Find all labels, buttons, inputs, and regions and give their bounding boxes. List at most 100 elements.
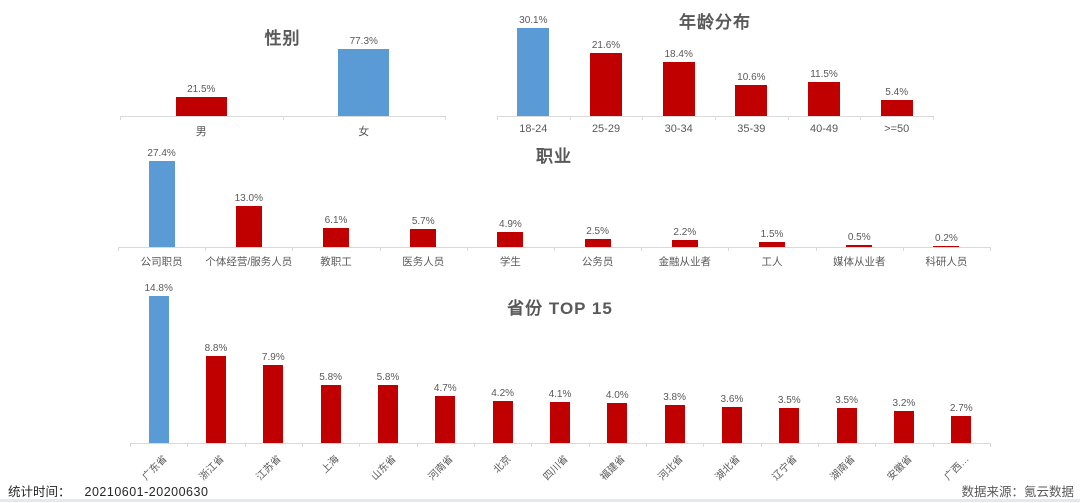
category-label: 江苏省 — [254, 453, 284, 483]
bar — [492, 401, 513, 443]
bar — [235, 206, 262, 247]
category-label: 公务员 — [581, 256, 614, 268]
gender-chart: 性别 21.5% 77.3% 男女 — [120, 0, 446, 150]
bar — [148, 296, 169, 443]
value-label: 3.5% — [835, 395, 858, 407]
occupation-category-axis: 公司职员 个体经营/服务人员 教职工 医务人员 学生 公务员 金融从业者 工人 媒体从业者 科研人… — [118, 249, 990, 269]
bar — [338, 49, 390, 116]
category-label: 湖北省 — [713, 453, 743, 483]
bar — [662, 62, 695, 116]
value-label: 18.4% — [664, 49, 693, 61]
value-label: 6.1% — [324, 214, 348, 226]
bar-column: 4.2% — [474, 283, 533, 447]
province-plot-area: 14.8% 8.8% 7.9% 5.8% 5.8% 4.7% 4.2% 4.1% 4.0% 3.8… — [130, 283, 992, 447]
value-label: 3.8% — [663, 392, 687, 404]
data-source: 数据来源：氪云数据 — [961, 481, 1074, 500]
bar-column: 0.2% — [903, 147, 992, 251]
category-label: 安徽省 — [885, 453, 915, 483]
bar — [779, 408, 800, 443]
category-label: 河北省 — [656, 453, 686, 483]
bar — [590, 52, 622, 116]
value-label: 4.9% — [499, 218, 522, 230]
value-label: 4.7% — [433, 383, 457, 395]
bar — [435, 396, 456, 443]
category-label: 河南省 — [426, 453, 456, 483]
value-label: 1.5% — [760, 229, 784, 241]
bar — [721, 407, 742, 443]
bar — [584, 239, 611, 247]
bar — [410, 229, 437, 247]
category-label: 18-24 — [519, 123, 548, 135]
category-label: 山东省 — [369, 453, 399, 483]
bar-column: 21.5% — [120, 32, 283, 120]
bar-column: 4.0% — [589, 283, 648, 447]
value-label: 8.8% — [204, 342, 228, 354]
bar — [893, 411, 914, 443]
bar-column: 2.2% — [641, 147, 730, 251]
bar — [205, 355, 226, 443]
bar — [323, 227, 349, 247]
bar-column: 27.4% — [118, 147, 207, 251]
bar — [836, 408, 857, 443]
bar-column: 1.5% — [728, 147, 817, 251]
bar — [933, 246, 960, 247]
bar — [735, 85, 768, 116]
value-label: 3.2% — [892, 398, 916, 410]
bar-column: 3.5% — [761, 283, 820, 447]
value-label: 4.1% — [548, 389, 572, 401]
bar-column: 18.4% — [642, 14, 716, 120]
value-label: 13.0% — [234, 193, 263, 205]
bar-column: 4.1% — [531, 283, 590, 447]
bar — [549, 402, 570, 443]
data-source-label: 数据来源： — [961, 485, 1024, 499]
value-label: 5.8% — [376, 372, 400, 384]
bar-column: 0.5% — [816, 147, 905, 251]
value-label: 4.2% — [491, 388, 515, 400]
value-label: 10.6% — [737, 72, 766, 83]
bar — [497, 231, 524, 247]
bar-column: 11.5% — [788, 14, 862, 120]
bar — [175, 97, 227, 116]
value-label: 5.4% — [885, 87, 909, 99]
bar-column: 2.7% — [933, 283, 992, 447]
bar-column: 2.5% — [554, 147, 643, 251]
bar-column: 5.8% — [359, 283, 418, 447]
category-label: 30-34 — [664, 123, 693, 135]
bar — [880, 100, 913, 116]
category-label: 北京 — [491, 453, 514, 476]
bar — [808, 82, 841, 116]
value-label: 3.5% — [777, 395, 801, 407]
bar-column: 5.4% — [860, 14, 934, 120]
bar-column: 77.3% — [283, 32, 446, 120]
value-label: 27.4% — [147, 148, 176, 159]
province-chart: 省份 TOP 15 14.8% 8.8% 7.9% 5.8% 5.8% 4.7% 4.2% 4… — [130, 278, 992, 503]
category-label: 女 — [358, 126, 370, 138]
age-plot-area: 30.1% 21.6% 18.4% 10.6% 11.5% 5.4% — [497, 14, 934, 120]
bar-column: 8.8% — [187, 283, 246, 447]
category-label: 辽宁省 — [770, 453, 800, 483]
category-label: 教职工 — [320, 256, 352, 268]
value-label: 77.3% — [349, 36, 378, 47]
category-label: 个体经营/服务人员 — [205, 256, 293, 268]
value-label: 2.7% — [949, 403, 973, 415]
stats-time-label: 统计时间： — [8, 485, 71, 499]
bar-column: 4.7% — [417, 283, 476, 447]
value-label: 14.8% — [144, 283, 173, 294]
value-label: 2.2% — [673, 227, 697, 239]
value-label: 11.5% — [810, 69, 838, 81]
category-label: 金融从业者 — [658, 256, 712, 268]
data-source-value: 氪云数据 — [1023, 485, 1074, 499]
occupation-chart: 职业 27.4% 13.0% 6.1% 5.7% 4.9% 2.5% 2.2% 1.5% 0.5… — [118, 140, 992, 275]
bar-column: 3.6% — [703, 283, 762, 447]
category-label: 工人 — [761, 256, 783, 268]
stats-time-value: 20210601-20200630 — [84, 485, 209, 499]
occupation-plot-area: 27.4% 13.0% 6.1% 5.7% 4.9% 2.5% 2.2% 1.5% 0.5% 0.… — [118, 147, 992, 251]
category-label: >=50 — [884, 123, 910, 135]
age-chart: 年龄分布 30.1% 21.6% 18.4% 10.6% 11.5% 5.4% 18-24… — [497, 0, 934, 150]
value-label: 2.5% — [586, 226, 610, 238]
bar — [517, 28, 550, 116]
category-label: 湖南省 — [828, 453, 858, 483]
value-label: 0.2% — [935, 233, 958, 244]
bar — [759, 242, 786, 247]
